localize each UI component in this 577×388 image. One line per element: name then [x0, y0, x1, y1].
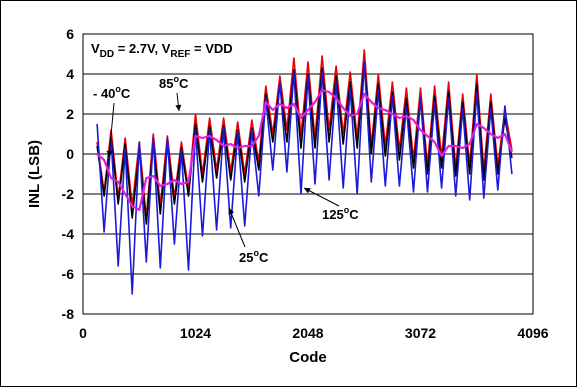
annotation-arrow: [228, 207, 246, 248]
series-group: [96, 49, 513, 295]
x-axis-title: Code: [289, 349, 327, 366]
y-tick-label: 4: [66, 66, 74, 82]
y-tick-label: 0: [66, 146, 74, 162]
x-tick-label: 1024: [180, 325, 211, 341]
annotation-arrow: [108, 102, 115, 158]
tick-labels: -8 -6 -4 -2 0 2 4 6 0 1024 2048 3072 4096: [62, 26, 549, 341]
series-line-3: [96, 61, 513, 295]
annotation-label: 85oC: [159, 74, 189, 91]
annotation-label: 25oC: [239, 248, 269, 265]
y-axis-title: INL (LSB): [26, 140, 43, 208]
y-tick-label: -8: [62, 306, 75, 322]
annotation-arrowhead: [106, 150, 113, 157]
x-tick-label: 4096: [517, 325, 548, 341]
y-tick-label: -2: [62, 186, 75, 202]
series-line-4: [96, 88, 513, 212]
annotation-arrow: [303, 187, 340, 207]
y-tick-label: -6: [62, 266, 75, 282]
x-tick-label: 3072: [405, 325, 436, 341]
x-tick-label: 2048: [292, 325, 323, 341]
annotation-arrowhead: [304, 188, 311, 194]
condition-label: VDD = 2.7V, VREF = VDD: [91, 41, 233, 60]
annotations: - 40oC 85oC 25oC 125oC: [93, 74, 359, 265]
annotation-arrowhead: [228, 208, 235, 215]
y-tick-label: -4: [62, 226, 75, 242]
x-tick-label: 0: [79, 325, 87, 341]
y-tick-label: 6: [66, 26, 74, 42]
annotation-label: 125oC: [322, 205, 359, 222]
annotation-label: - 40oC: [93, 84, 131, 101]
y-tick-label: 2: [66, 106, 74, 122]
annotation-arrowhead: [175, 104, 182, 111]
